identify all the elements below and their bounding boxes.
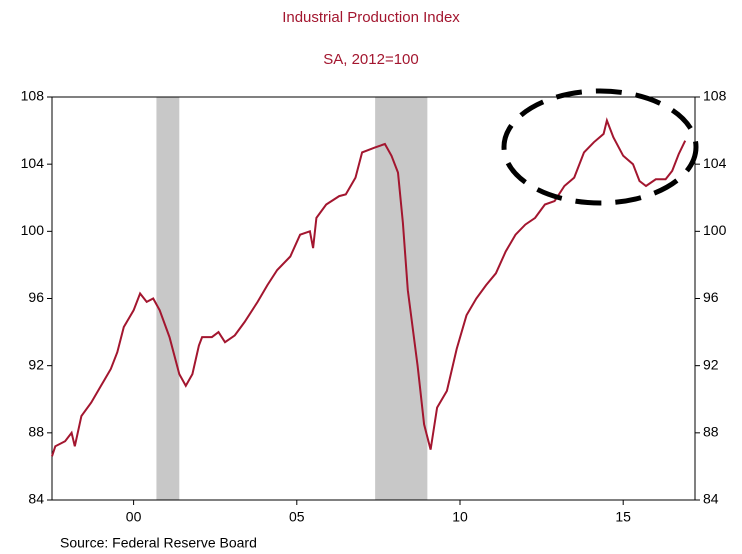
recession-band — [375, 97, 428, 500]
y2-tick-label: 108 — [703, 88, 727, 104]
y-tick-label: 84 — [28, 491, 44, 507]
y-tick-label: 104 — [21, 155, 45, 171]
y2-tick-label: 92 — [703, 356, 719, 372]
y-tick-label: 88 — [28, 424, 44, 440]
recession-band — [156, 97, 180, 500]
y2-tick-label: 96 — [703, 289, 719, 305]
x-tick-label: 15 — [615, 509, 631, 525]
chart-title: Industrial Production Index — [282, 9, 460, 26]
y2-tick-label: 84 — [703, 491, 719, 507]
chart-subtitle: SA, 2012=100 — [323, 51, 419, 68]
y-tick-label: 100 — [21, 222, 45, 238]
y2-tick-label: 100 — [703, 222, 727, 238]
y2-tick-label: 104 — [703, 155, 727, 171]
source: Source: Federal Reserve Board — [60, 535, 257, 551]
y-tick-label: 96 — [28, 289, 44, 305]
plot-frame — [51, 96, 696, 501]
data-line — [51, 117, 687, 457]
x-tick-label: 10 — [452, 509, 468, 525]
x-tick-label: 05 — [289, 509, 305, 525]
y-tick-label: 108 — [21, 88, 45, 104]
y2-tick-label: 88 — [703, 424, 719, 440]
y-tick-label: 92 — [28, 356, 44, 372]
x-tick-label: 00 — [126, 509, 142, 525]
highlight-circle — [501, 88, 699, 206]
